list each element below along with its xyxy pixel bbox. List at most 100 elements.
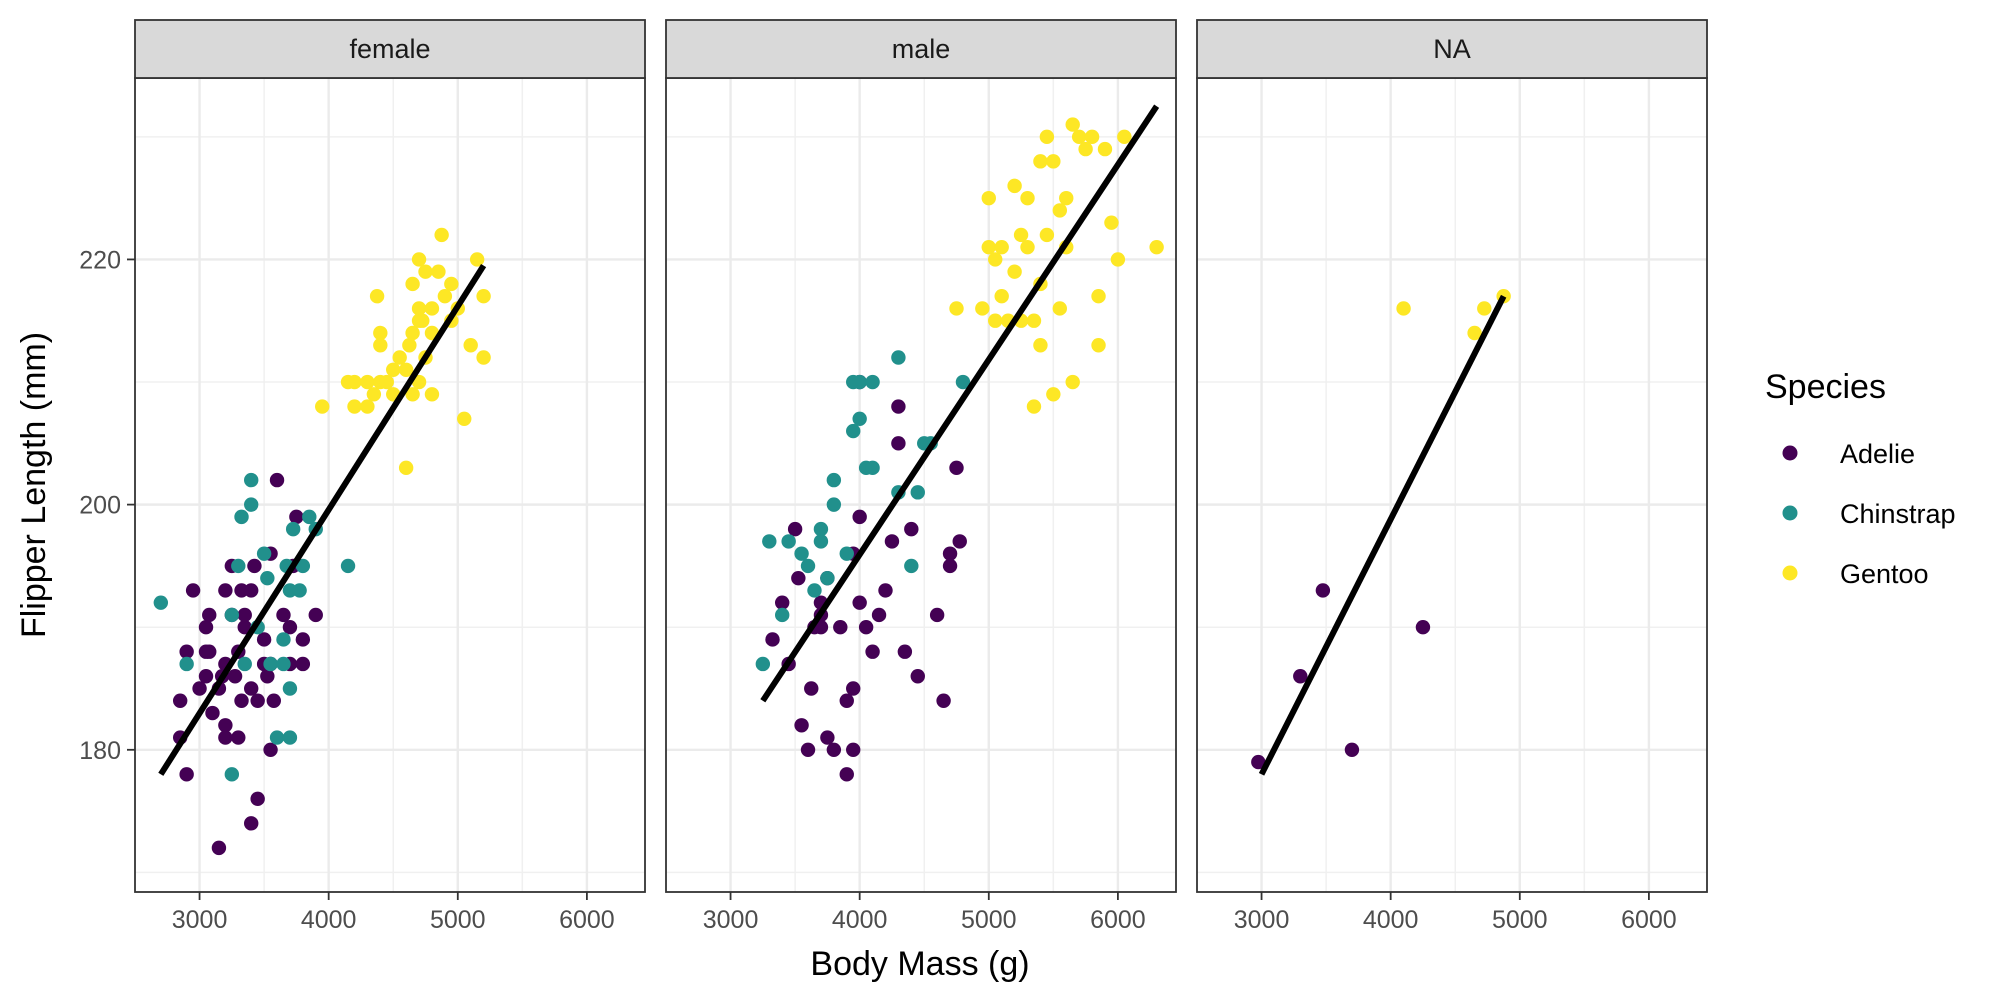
data-point bbox=[250, 791, 265, 807]
series-gentoo bbox=[315, 227, 491, 476]
data-point bbox=[411, 301, 427, 316]
data-point bbox=[1020, 239, 1035, 255]
x-tick-label: 6000 bbox=[1090, 906, 1146, 934]
data-point bbox=[1039, 129, 1055, 145]
data-point bbox=[865, 460, 880, 476]
legend-item-chinstrap: Chinstrap bbox=[1782, 499, 1956, 529]
data-point bbox=[807, 583, 822, 598]
data-point bbox=[434, 227, 449, 243]
data-point bbox=[1039, 227, 1055, 243]
legend-label: Chinstrap bbox=[1840, 499, 1956, 529]
panels-layer: female 3000 4000 5000 6000 180 200 220 male 3000 4… bbox=[79, 19, 1708, 934]
data-point bbox=[431, 264, 446, 279]
data-point bbox=[794, 546, 809, 561]
data-point bbox=[198, 620, 214, 635]
data-point bbox=[852, 374, 867, 390]
panel-background bbox=[666, 78, 1176, 892]
data-point bbox=[846, 423, 861, 439]
data-point bbox=[282, 681, 298, 696]
data-point bbox=[942, 558, 958, 574]
data-point bbox=[295, 656, 311, 672]
data-point bbox=[839, 546, 854, 561]
data-point bbox=[852, 411, 867, 427]
data-point bbox=[949, 460, 964, 476]
data-point bbox=[813, 534, 829, 549]
data-point bbox=[1052, 203, 1067, 218]
data-point bbox=[315, 399, 330, 414]
data-point bbox=[762, 534, 777, 549]
data-point bbox=[202, 607, 217, 623]
facet-strip bbox=[665, 19, 1177, 79]
legend-item-gentoo: Gentoo bbox=[1782, 559, 1929, 589]
data-point bbox=[457, 411, 472, 427]
panel-na: NA 3000 4000 5000 6000 bbox=[1196, 19, 1708, 934]
data-point bbox=[865, 374, 880, 390]
data-point bbox=[392, 350, 407, 365]
data-point bbox=[936, 693, 951, 708]
data-point bbox=[1013, 227, 1029, 243]
data-point bbox=[405, 325, 420, 341]
data-point bbox=[846, 681, 861, 696]
data-point bbox=[476, 289, 491, 304]
data-point bbox=[981, 239, 996, 255]
data-point bbox=[244, 472, 259, 488]
data-point bbox=[1091, 289, 1106, 304]
panel-female: female 3000 4000 5000 6000 180 200 220 bbox=[79, 19, 646, 934]
data-point bbox=[820, 570, 835, 586]
data-point bbox=[1110, 252, 1126, 267]
facet-label: male bbox=[892, 34, 951, 64]
data-point bbox=[402, 338, 417, 353]
data-point bbox=[1097, 141, 1113, 157]
data-point bbox=[1033, 154, 1048, 169]
data-point bbox=[192, 681, 207, 696]
data-point bbox=[839, 693, 854, 708]
data-point bbox=[247, 558, 262, 574]
data-point bbox=[897, 644, 913, 659]
data-point bbox=[405, 387, 420, 402]
data-point bbox=[237, 607, 252, 623]
data-point bbox=[1396, 301, 1411, 316]
data-point bbox=[366, 387, 382, 402]
data-point bbox=[340, 558, 356, 574]
x-tick-label: 4000 bbox=[832, 906, 888, 934]
data-point bbox=[369, 289, 385, 304]
data-point bbox=[373, 338, 388, 353]
legend-item-adelie: Adelie bbox=[1782, 439, 1915, 469]
data-point bbox=[949, 301, 964, 316]
data-point bbox=[172, 693, 188, 708]
data-point bbox=[1293, 669, 1308, 684]
data-point bbox=[424, 387, 440, 402]
data-point bbox=[415, 313, 430, 328]
regression-line bbox=[760, 104, 1160, 703]
data-point bbox=[179, 644, 194, 659]
data-point bbox=[276, 632, 291, 647]
data-point bbox=[994, 289, 1009, 304]
data-point bbox=[878, 583, 893, 598]
data-point bbox=[263, 656, 278, 672]
regression-line bbox=[1258, 294, 1507, 776]
data-point bbox=[282, 620, 298, 635]
data-point bbox=[285, 521, 301, 537]
data-point bbox=[826, 742, 842, 757]
data-point bbox=[269, 730, 285, 745]
data-point bbox=[839, 767, 854, 782]
data-point bbox=[988, 252, 1003, 267]
data-point bbox=[263, 742, 278, 757]
regression-line bbox=[158, 263, 487, 776]
data-point bbox=[891, 350, 906, 365]
data-point bbox=[260, 669, 275, 684]
x-tick-label: 5000 bbox=[961, 906, 1017, 934]
data-point bbox=[975, 301, 990, 316]
data-point bbox=[1344, 742, 1360, 757]
legend-title: Species bbox=[1765, 368, 1886, 406]
data-point bbox=[398, 362, 414, 377]
data-point bbox=[1046, 387, 1061, 402]
data-point bbox=[347, 374, 362, 390]
data-point bbox=[250, 693, 265, 708]
x-tick-label: 6000 bbox=[559, 906, 615, 934]
data-point bbox=[988, 313, 1003, 328]
series-gentoo bbox=[949, 117, 1164, 414]
data-point bbox=[1059, 190, 1074, 206]
x-tick-label: 3000 bbox=[1234, 906, 1290, 934]
